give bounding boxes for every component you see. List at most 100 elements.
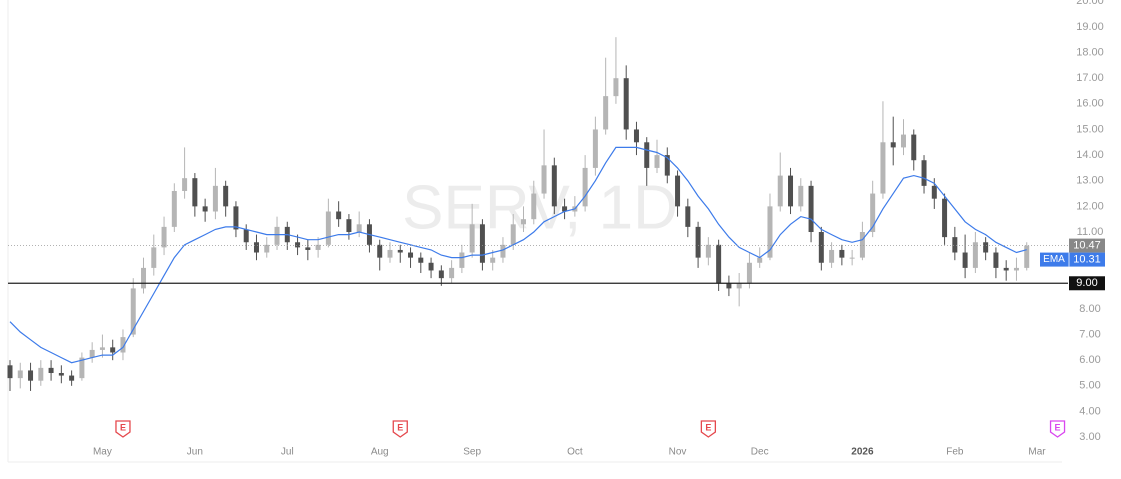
earnings-label: E: [705, 422, 711, 432]
candle-body: [130, 288, 136, 335]
candle-body: [202, 206, 208, 212]
watermark: SERV, 1D: [402, 173, 678, 242]
candle-body: [325, 211, 331, 245]
candle-body: [449, 267, 455, 279]
candle-body: [942, 198, 948, 238]
candle-body: [1013, 267, 1019, 271]
x-tick-label: Jul: [281, 447, 294, 458]
candle-body: [79, 357, 85, 379]
candle-body: [438, 270, 444, 279]
candle-body: [408, 252, 414, 258]
x-tick-label: Dec: [751, 447, 769, 458]
earnings-label: E: [1055, 422, 1061, 432]
earnings-marker: [115, 420, 131, 438]
x-tick-label: Sep: [463, 447, 481, 458]
candle-body: [120, 337, 126, 353]
candle-body: [315, 244, 321, 250]
candle-body: [500, 244, 506, 258]
y-tick-label: 4.00: [1079, 405, 1100, 417]
ema-line: [9, 146, 1027, 364]
candle-body: [418, 257, 424, 263]
candle-body: [685, 206, 691, 227]
earnings-marker: [392, 420, 408, 438]
candle-body: [551, 165, 557, 207]
candle-body: [654, 155, 660, 168]
candle-body: [931, 185, 937, 199]
candle-body: [58, 373, 64, 376]
reference-label: 9.00: [1076, 277, 1097, 289]
earnings-marker: [1049, 420, 1066, 438]
last-price-label: 10.47: [1073, 239, 1101, 251]
candle-body: [716, 244, 722, 284]
candle-body: [48, 367, 54, 374]
candle-body: [459, 252, 465, 268]
candle-body: [171, 190, 177, 227]
candle-body: [356, 224, 362, 233]
candle-body: [7, 365, 13, 379]
candle-body: [746, 262, 752, 284]
y-tick-label: 19.00: [1076, 21, 1104, 33]
candle-body: [151, 247, 157, 268]
x-tick-label: Mar: [1028, 447, 1046, 458]
candle-body: [295, 242, 301, 248]
reference-label-box: [1069, 276, 1105, 291]
y-tick-label: 20.00: [1076, 0, 1104, 7]
candle-body: [253, 242, 259, 253]
candle-body: [675, 175, 681, 207]
candle-body: [233, 206, 239, 230]
candle-body: [38, 367, 44, 381]
candle-body: [212, 185, 218, 212]
candle-body: [952, 237, 958, 253]
candle-body: [900, 134, 906, 148]
y-tick-label: 17.00: [1076, 72, 1104, 84]
candle-body: [644, 142, 650, 168]
candle-body: [387, 249, 393, 258]
candle-body: [870, 193, 876, 233]
candle-body: [818, 232, 824, 263]
x-tick-label: May: [93, 447, 112, 458]
candle-body: [89, 349, 95, 358]
candle-body: [911, 134, 917, 161]
ema-label-value: 10.31: [1073, 253, 1101, 265]
candle-body: [264, 244, 270, 253]
y-tick-label: 6.00: [1079, 354, 1100, 366]
candle-body: [736, 283, 742, 289]
candle-body: [880, 142, 886, 194]
y-tick-label: 3.00: [1079, 431, 1100, 443]
y-tick-label: 16.00: [1076, 98, 1104, 110]
candle-body: [962, 252, 968, 268]
candle-body: [603, 96, 609, 130]
y-tick-label: 15.00: [1076, 123, 1104, 135]
x-tick-label: Jun: [187, 447, 203, 458]
candle-body: [541, 165, 547, 194]
y-tick-label: 18.00: [1076, 46, 1104, 58]
candle-body: [777, 175, 783, 207]
candle-body: [161, 226, 167, 248]
candle-body: [767, 206, 773, 258]
ema-label-box: [1040, 252, 1105, 267]
y-tick-label: 12.00: [1076, 200, 1104, 212]
candle-body: [274, 226, 280, 245]
candle-body: [1003, 267, 1009, 271]
candle-body: [1024, 245, 1030, 268]
x-tick-label: Aug: [371, 447, 389, 458]
candle-body: [531, 193, 537, 220]
candle-body: [336, 211, 342, 220]
candle-body: [99, 347, 105, 350]
y-tick-label: 8.00: [1079, 303, 1100, 315]
last-price-box: [1069, 238, 1105, 253]
y-tick-label: 11.00: [1077, 226, 1104, 238]
x-tick-label: Feb: [946, 447, 964, 458]
earnings-marker: [700, 420, 717, 438]
candle-body: [192, 178, 198, 207]
earnings-label: E: [120, 422, 126, 432]
ema-label-name: EMA: [1043, 254, 1065, 265]
candle-body: [479, 224, 485, 263]
x-tick-label: Oct: [567, 447, 583, 458]
candle-body: [633, 129, 639, 143]
candle-body: [562, 206, 568, 212]
candle-body: [849, 257, 855, 259]
candle-body: [110, 347, 116, 353]
candle-body: [705, 244, 711, 258]
candle-body: [757, 257, 763, 263]
